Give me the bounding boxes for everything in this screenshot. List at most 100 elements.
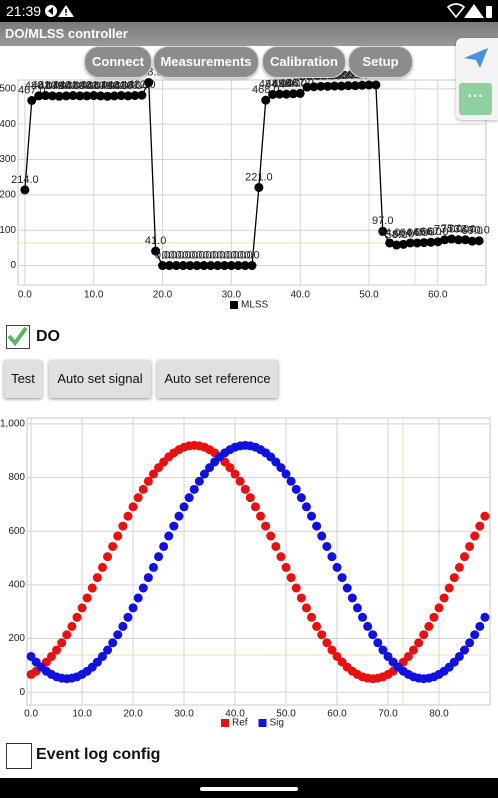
data-label: 58.0 — [386, 229, 407, 241]
point — [164, 261, 174, 271]
point — [123, 511, 133, 521]
point — [426, 237, 436, 247]
point — [347, 593, 357, 603]
point — [317, 531, 327, 541]
point — [465, 638, 475, 648]
menu-button[interactable]: ··· — [459, 83, 492, 115]
data-label: 60.0 — [393, 228, 414, 240]
point — [424, 621, 434, 631]
y-tick-label: 200 — [0, 190, 16, 201]
point — [467, 236, 477, 246]
data-label: 481.0 — [32, 79, 60, 91]
point — [130, 91, 140, 101]
navigation-bar — [0, 778, 498, 798]
checkbox[interactable] — [6, 743, 32, 769]
point — [363, 621, 373, 631]
point — [440, 235, 450, 245]
point — [433, 237, 443, 247]
point — [337, 573, 347, 583]
data-label: 73.0 — [434, 224, 455, 236]
point — [118, 521, 128, 531]
x-tick-label: 80.0 — [429, 709, 449, 720]
point — [108, 638, 118, 648]
button[interactable]: Auto set signal — [49, 360, 151, 398]
app-bar: DO/MLSS controller — [0, 22, 498, 46]
point — [97, 651, 107, 661]
y-tick-label: 1,000 — [0, 419, 25, 430]
tab[interactable]: Connect — [84, 46, 152, 78]
point — [371, 80, 381, 90]
y-tick-label: 0 — [10, 260, 16, 271]
tab[interactable]: Calibration — [262, 46, 346, 78]
point — [199, 261, 209, 271]
point — [89, 91, 99, 101]
point — [27, 96, 37, 105]
button[interactable]: Auto set reference — [157, 360, 278, 398]
point — [271, 541, 281, 551]
data-label: 485.0 — [266, 78, 294, 90]
point — [179, 502, 189, 512]
point — [332, 562, 342, 572]
point — [261, 95, 271, 105]
point — [327, 645, 337, 655]
data-label: 0.0 — [189, 249, 204, 261]
point — [470, 630, 480, 640]
point — [118, 621, 128, 631]
data-label: 0.0 — [182, 249, 197, 261]
point — [123, 91, 133, 101]
tab[interactable]: Measurements — [153, 46, 259, 78]
point — [439, 593, 449, 603]
point — [235, 476, 245, 486]
point — [54, 91, 64, 101]
data-label: 70.0 — [468, 225, 489, 237]
app-title: DO/MLSS controller — [5, 26, 128, 41]
point — [178, 261, 188, 271]
point — [352, 603, 362, 613]
point — [475, 621, 485, 631]
point — [419, 630, 429, 640]
share-button[interactable] — [462, 46, 490, 70]
point — [357, 80, 367, 90]
point — [288, 89, 298, 99]
point — [480, 511, 490, 521]
x-tick-label: 60.0 — [428, 290, 448, 301]
y-tick-label: 200 — [8, 633, 25, 644]
point — [317, 630, 327, 640]
data-label: 481.0 — [107, 79, 135, 91]
point — [385, 238, 395, 248]
checkbox[interactable] — [6, 325, 30, 349]
point — [34, 91, 44, 101]
point — [116, 91, 126, 101]
point — [174, 511, 184, 521]
point — [189, 484, 199, 494]
point — [240, 484, 250, 494]
x-tick-label: 50.0 — [359, 290, 379, 301]
button[interactable]: Test — [4, 360, 42, 398]
point — [256, 511, 266, 521]
y-tick-label: 500 — [0, 83, 16, 94]
floating-panel: ··· — [456, 38, 498, 120]
point — [373, 638, 383, 648]
point — [128, 603, 138, 613]
data-label: 480.0 — [114, 80, 142, 92]
point — [148, 469, 158, 479]
point — [378, 226, 388, 236]
point — [266, 531, 276, 541]
data-label: 41.0 — [145, 235, 166, 247]
point — [460, 645, 470, 655]
tab[interactable]: Setup — [348, 46, 413, 78]
point — [171, 261, 181, 271]
data-label: 0.0 — [210, 249, 225, 261]
data-label: 0.0 — [155, 249, 170, 261]
point — [151, 246, 161, 256]
point — [41, 91, 51, 101]
x-tick-label: 40.0 — [290, 290, 310, 301]
home-indicator[interactable] — [200, 787, 298, 791]
data-label: 65.0 — [413, 226, 434, 238]
point — [364, 80, 374, 90]
point — [301, 603, 311, 613]
x-tick-label: 10.0 — [84, 290, 104, 301]
point — [206, 261, 216, 271]
data-label: 0.0 — [203, 249, 218, 261]
